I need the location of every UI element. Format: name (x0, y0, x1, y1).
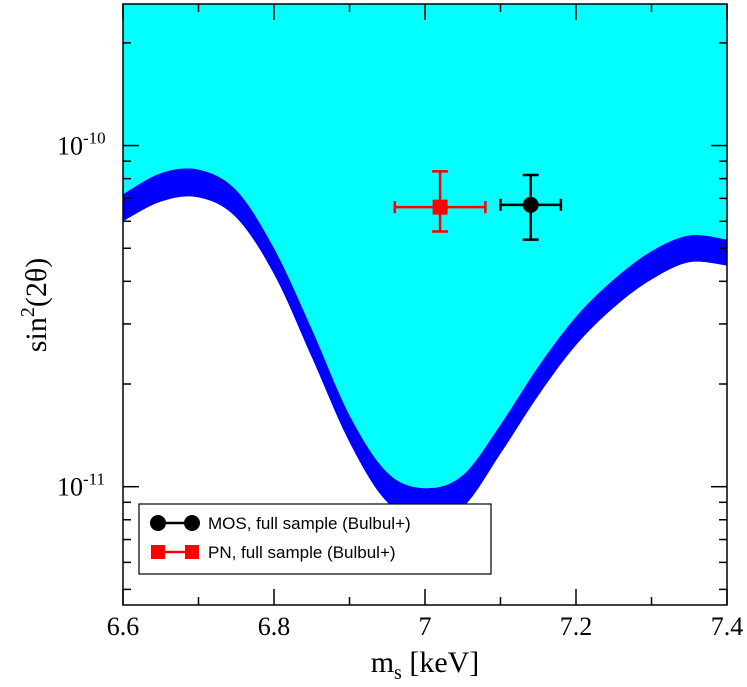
excluded-region (123, 4, 727, 489)
legend-circle-marker (184, 515, 200, 531)
legend-label: MOS, full sample (Bulbul+) (208, 514, 411, 533)
y-axis-title-tail: (2θ) (20, 258, 53, 307)
circle-marker (522, 196, 539, 213)
pn-data-point (393, 170, 487, 233)
mos-data-point (499, 173, 563, 241)
constraint-band (123, 168, 727, 520)
y-axis-title-superscript: 2 (17, 307, 39, 317)
data-points (393, 170, 563, 241)
legend: MOS, full sample (Bulbul+) PN, full sampl… (138, 503, 492, 575)
legend-label: PN, full sample (Bulbul+) (208, 543, 396, 562)
y-tick-label: 10-10 (57, 129, 106, 161)
x-tick-label: 6.8 (258, 612, 291, 641)
plot-frame (122, 3, 728, 606)
legend-entry-pn: PN, full sample (Bulbul+) (151, 543, 396, 562)
x-tick-label: 7.2 (560, 612, 593, 641)
y-tick-label: 10-11 (57, 470, 105, 502)
x-tick-label: 7 (419, 612, 432, 641)
x-tick-label: 7.4 (711, 612, 744, 641)
square-marker (432, 199, 448, 215)
y-axis-title: sin2(2θ) (17, 258, 53, 352)
x-tick-labels: 6.6 6.8 7 7.2 7.4 (107, 612, 744, 641)
x-axis-title: ms [keV] (371, 646, 480, 684)
legend-entry-mos: MOS, full sample (Bulbul+) (150, 514, 411, 533)
legend-circle-marker (150, 515, 166, 531)
y-tick-labels: 10-10 10-11 (57, 129, 106, 502)
x-tick-label: 6.6 (107, 612, 140, 641)
x-axis-title-unit: [keV] (402, 646, 479, 679)
legend-square-marker (151, 545, 165, 559)
legend-square-marker (185, 545, 199, 559)
legend-box (138, 503, 492, 575)
x-axis-title-subscript: s (394, 662, 402, 684)
axis-ticks (122, 4, 728, 605)
